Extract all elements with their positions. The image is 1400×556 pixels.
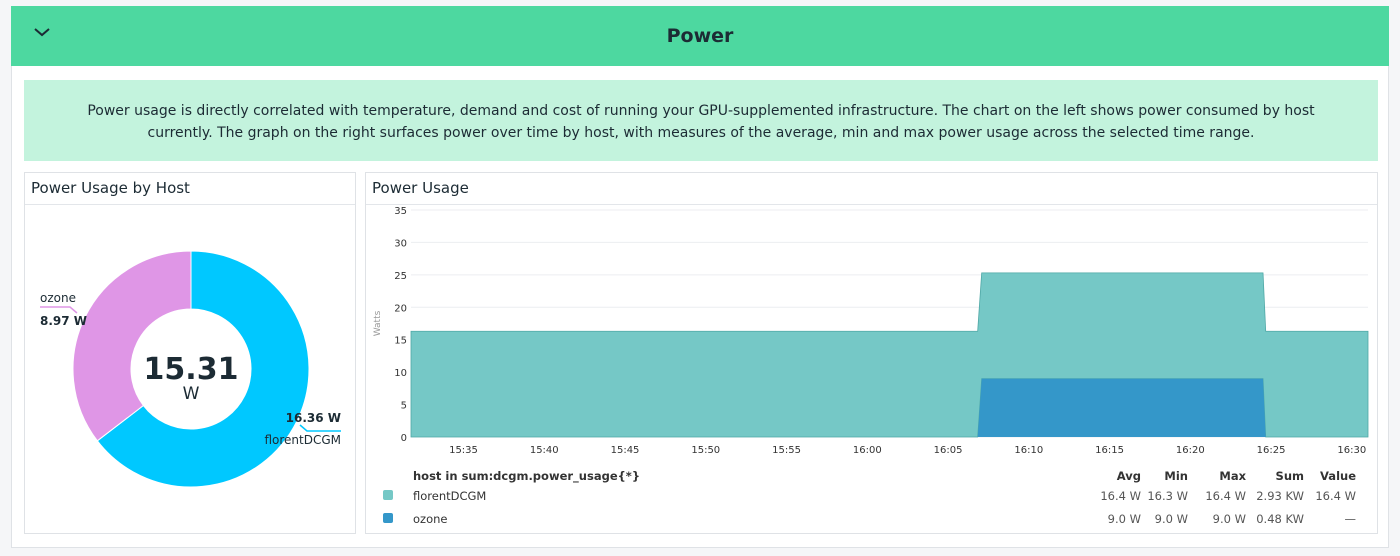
donut-slice-florentDCGM xyxy=(96,250,310,488)
legend-value-value: — xyxy=(1344,512,1357,526)
legend-value-value: 16.4 W xyxy=(1315,489,1356,503)
x-tick-label: 16:30 xyxy=(1337,445,1366,456)
area-chart[interactable]: 0 5 10 15 20 25 30 35 Watts 15:35 15:40 15:45 15:50 1… xyxy=(366,205,1379,465)
y-tick-label: 30 xyxy=(394,238,407,249)
y-tick-label: 20 xyxy=(394,303,407,314)
legend-host-name[interactable]: ozone xyxy=(413,512,448,526)
x-tick-label: 16:20 xyxy=(1176,445,1205,456)
legend-min-value: 9.0 W xyxy=(1154,512,1188,526)
x-tick-label: 15:35 xyxy=(449,445,478,456)
y-tick-label: 35 xyxy=(394,206,407,217)
legend-column-sum[interactable]: Sum xyxy=(1275,469,1304,483)
legend-avg-value: 9.0 W xyxy=(1107,512,1141,526)
x-tick-label: 16:10 xyxy=(1014,445,1043,456)
legend-column-avg[interactable]: Avg xyxy=(1116,469,1141,483)
section-title: Power xyxy=(666,25,734,47)
widget-title: Power Usage xyxy=(372,179,469,197)
x-tick-label: 16:15 xyxy=(1095,445,1124,456)
x-tick-label: 16:05 xyxy=(934,445,963,456)
section-header[interactable] xyxy=(11,6,1389,66)
y-axis-label: Watts xyxy=(373,310,383,336)
chevron-down-icon[interactable] xyxy=(32,24,52,40)
legend-column-value[interactable]: Value xyxy=(1320,469,1356,483)
donut-chart: 15.31W 16.36 W florentDCGM ozone 8.97 W xyxy=(40,250,341,488)
legend-column-min[interactable]: Min xyxy=(1164,469,1188,483)
y-tick-label: 5 xyxy=(401,401,407,412)
x-tick-label: 16:00 xyxy=(853,445,882,456)
x-tick-label: 15:40 xyxy=(530,445,559,456)
slice-leader-line xyxy=(299,424,341,432)
legend-swatch xyxy=(383,490,393,500)
x-tick-label: 15:50 xyxy=(691,445,720,456)
x-tick-label: 16:25 xyxy=(1257,445,1286,456)
donut-center-value: 15.31 xyxy=(144,352,239,387)
legend-host-name[interactable]: florentDCGM xyxy=(413,489,487,503)
legend-min-value: 16.3 W xyxy=(1147,489,1188,503)
legend-sum-value: 2.93 KW xyxy=(1256,489,1304,503)
donut-slice-ozone xyxy=(72,250,192,442)
slice-leader-line xyxy=(40,306,78,314)
y-tick-label: 15 xyxy=(394,336,407,347)
donut-center-unit: W xyxy=(183,384,200,404)
widget-power-usage: Power Usage 0 5 10 15 20 25 30 35 Watts 15:35 15:4… xyxy=(365,172,1378,534)
slice-name-label: florentDCGM xyxy=(264,433,341,447)
slice-value-label: 16.36 W xyxy=(286,411,341,425)
y-tick-label: 0 xyxy=(401,433,407,444)
legend-max-value: 9.0 W xyxy=(1212,512,1246,526)
legend-column-max[interactable]: Max xyxy=(1219,469,1246,483)
slice-value-label: 8.97 W xyxy=(40,314,87,328)
area-series-ozone xyxy=(411,378,1368,437)
slice-name-label: ozone xyxy=(40,291,76,305)
description-note: Power usage is directly correlated with … xyxy=(24,80,1378,161)
x-tick-label: 15:45 xyxy=(611,445,640,456)
legend-swatch xyxy=(383,513,393,523)
y-tick-label: 10 xyxy=(394,368,407,379)
y-tick-label: 25 xyxy=(394,271,407,282)
widget-title: Power Usage by Host xyxy=(31,179,190,197)
legend-max-value: 16.4 W xyxy=(1205,489,1246,503)
legend-sum-value: 0.48 KW xyxy=(1256,512,1304,526)
legend-avg-value: 16.4 W xyxy=(1100,489,1141,503)
legend-header: host in sum:dcgm.power_usage{*} xyxy=(413,469,641,483)
widget-power-by-host: Power Usage by Host 15.31 W 16.36 W florent… xyxy=(24,172,356,534)
x-tick-label: 15:55 xyxy=(772,445,801,456)
